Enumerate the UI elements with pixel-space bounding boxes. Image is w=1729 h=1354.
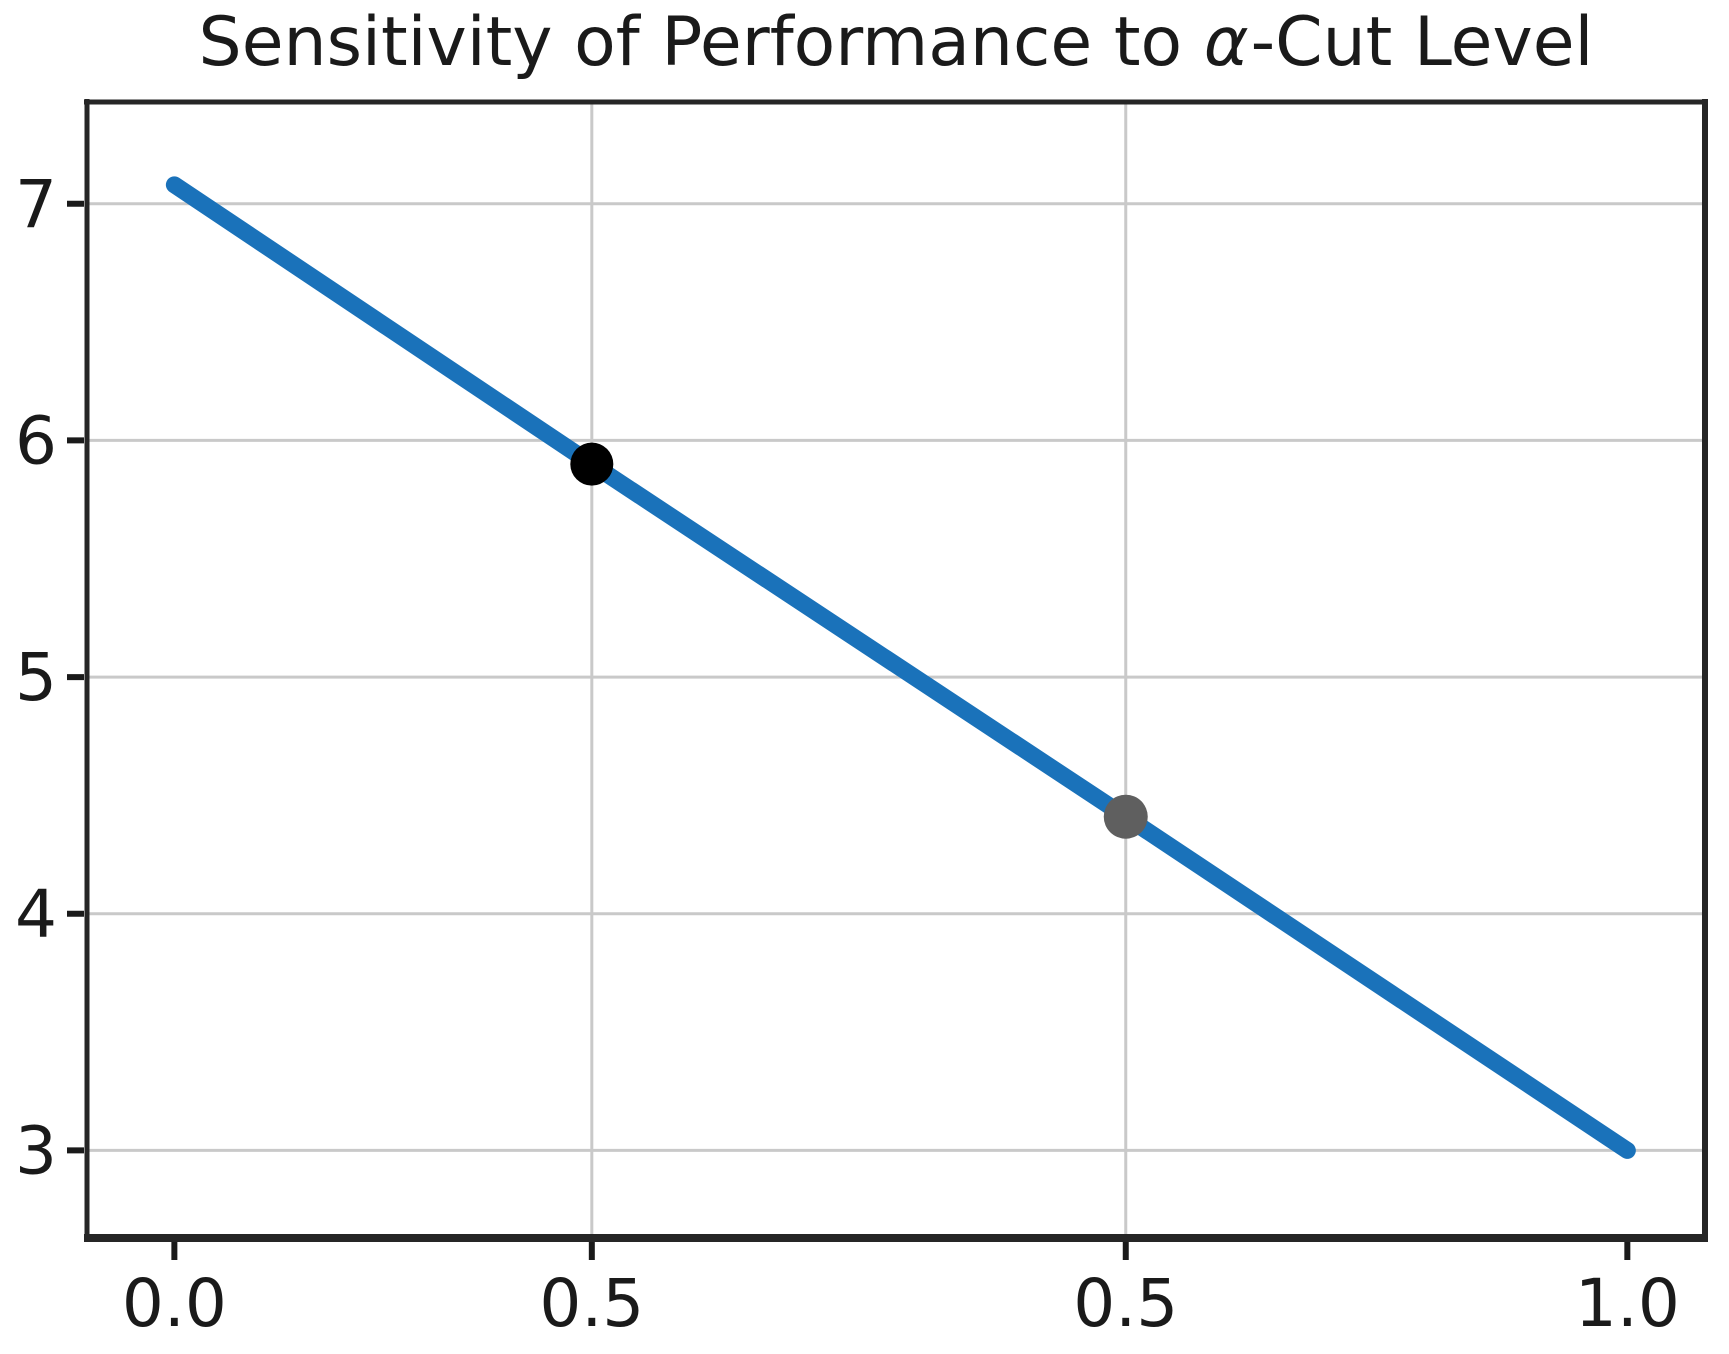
y-tick-label: 6 <box>15 402 57 479</box>
performance-line <box>165 176 1636 1159</box>
chart-title-suffix: -Cut Level <box>1250 3 1594 82</box>
y-tick-labels: 3 4 5 6 7 <box>15 166 57 1190</box>
tick-marks <box>67 200 1631 1260</box>
series-line <box>165 176 1636 1159</box>
alpha-symbol: α <box>1203 3 1249 82</box>
x-tick-label: 0.5 <box>539 1265 644 1342</box>
y-tick-label: 3 <box>15 1112 57 1189</box>
y-tick-label: 5 <box>15 639 57 716</box>
y-tick-label: 7 <box>15 166 57 243</box>
y-tick-label: 4 <box>15 876 57 953</box>
x-tick-label: 1.0 <box>1575 1265 1680 1342</box>
x-tick-labels: 0.0 0.5 0.5 1.0 <box>122 1265 1680 1342</box>
spines <box>84 99 1708 1242</box>
gray-point <box>1103 794 1148 839</box>
gridlines <box>87 102 1705 1238</box>
chart-title: Sensitivity of Performance to α-Cut Leve… <box>87 3 1705 82</box>
chart-title-prefix: Sensitivity of Performance to <box>198 3 1204 82</box>
x-tick-label: 0.0 <box>122 1265 227 1342</box>
x-tick-label: 0.5 <box>1073 1265 1178 1342</box>
markers <box>570 442 1148 839</box>
black-point <box>570 442 614 486</box>
